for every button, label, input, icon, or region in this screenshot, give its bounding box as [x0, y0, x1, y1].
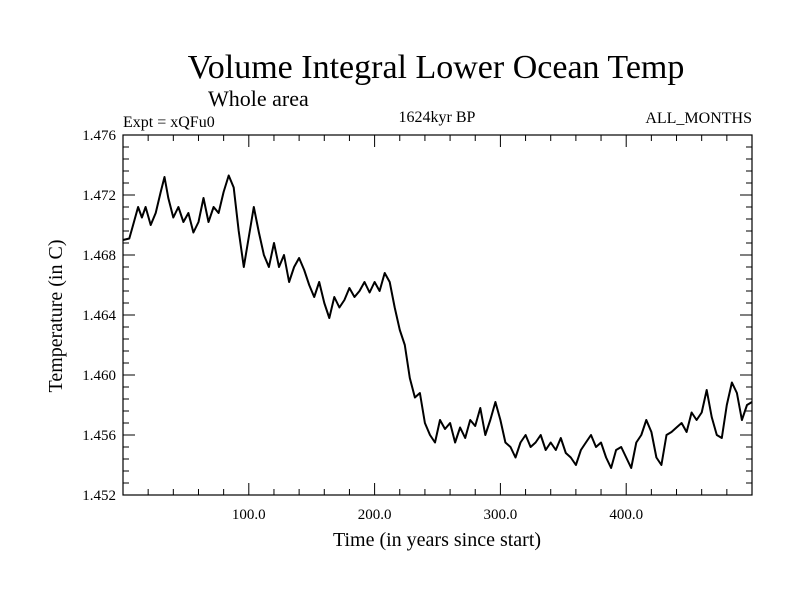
tick-labels: 1.452 1.456 1.460 1.464 1.468 1.472 1.476 100.0… — [82, 128, 643, 523]
period-label: 1624kyr BP — [399, 109, 476, 126]
y-tick-label: 1.456 — [82, 428, 116, 444]
y-tick-label: 1.464 — [82, 308, 116, 324]
y-tick-label: 1.460 — [82, 368, 116, 384]
x-tick-label: 100.0 — [232, 507, 266, 523]
x-axis-label: Time (in years since start) — [333, 529, 541, 551]
series-layer — [122, 174, 753, 469]
y-axis-label: Temperature (in C) — [45, 240, 67, 393]
x-tick-label: 400.0 — [609, 507, 643, 523]
y-tick-label: 1.472 — [82, 188, 116, 204]
y-tick-label: 1.468 — [82, 248, 116, 264]
experiment-label: Expt = xQFu0 — [123, 114, 215, 131]
tick-marks — [123, 134, 752, 496]
x-tick-label: 200.0 — [358, 507, 392, 523]
y-tick-label: 1.476 — [82, 128, 116, 144]
chart-title: Volume Integral Lower Ocean Temp — [188, 49, 685, 86]
x-tick-label: 300.0 — [484, 507, 518, 523]
y-tick-label: 1.452 — [82, 488, 116, 504]
series-line-0 — [122, 174, 753, 469]
chart-subtitle: Whole area — [208, 86, 309, 111]
months-label: ALL_MONTHS — [645, 110, 752, 127]
plot-frame — [122, 134, 753, 496]
